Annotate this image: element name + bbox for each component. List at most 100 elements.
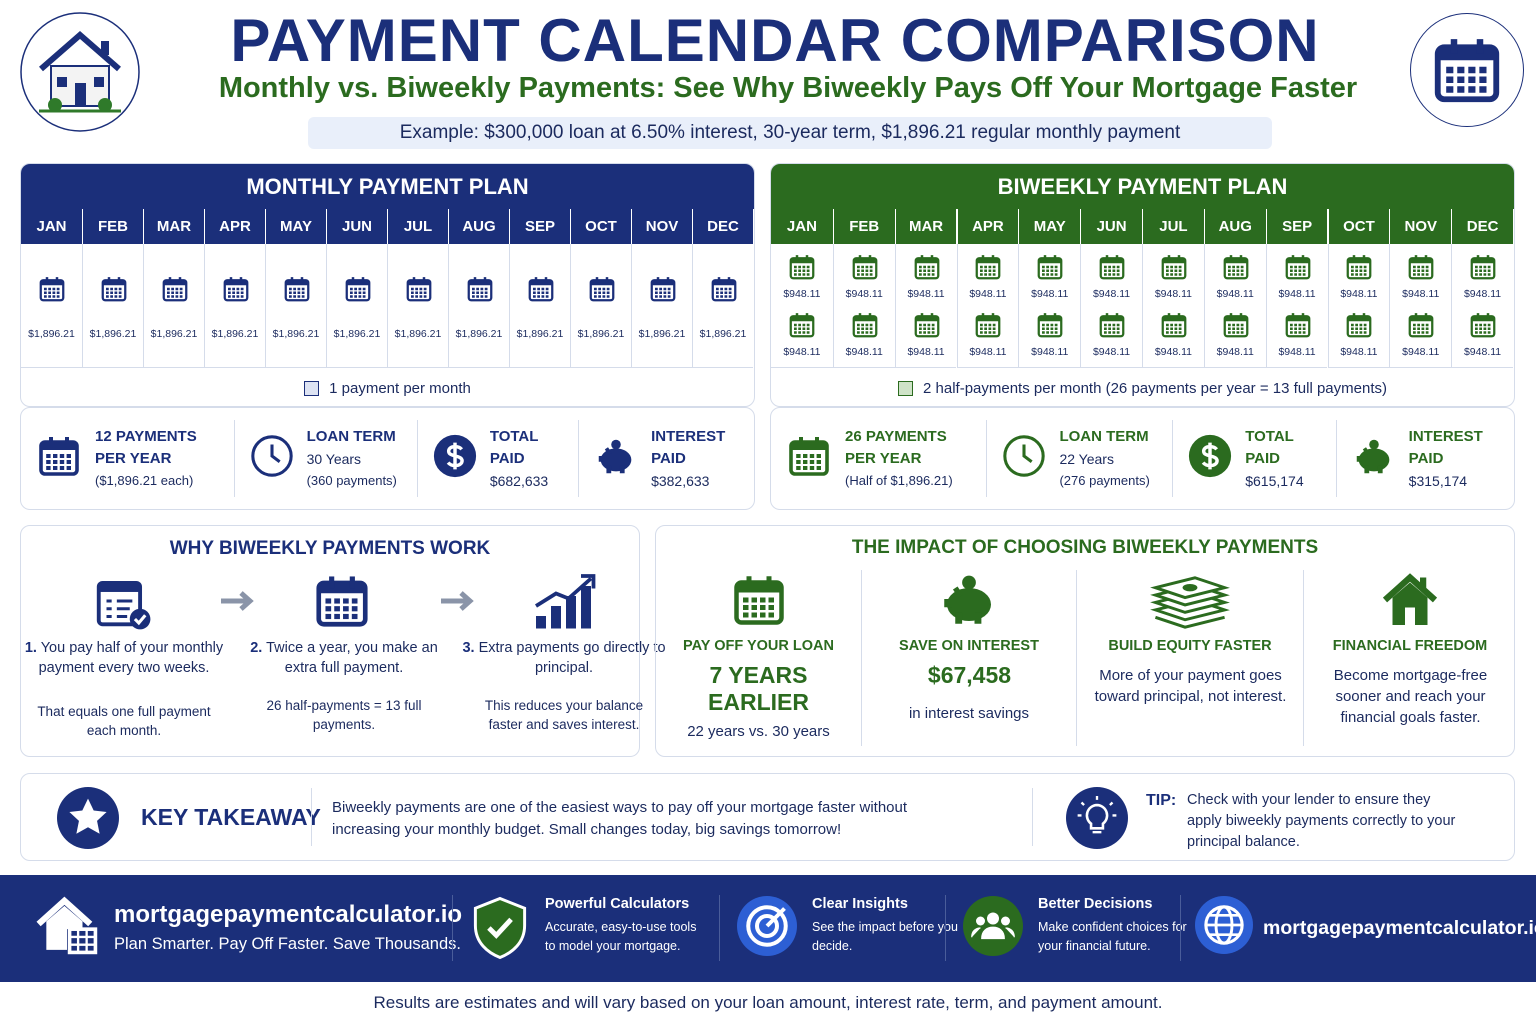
payment-amount: $948.11 [1402,288,1440,300]
payment-amount: $948.11 [1463,346,1502,358]
month-label: MAY [265,209,326,244]
payment-amount: $1,896.21 [211,328,259,340]
brand-icon [32,893,102,960]
calendar-icon [1468,252,1498,287]
step-text: 1. You pay half of your monthly payment … [21,638,227,678]
plan-title: MONTHLY PAYMENT PLAN [21,164,754,209]
month-label: JUN [1080,209,1142,244]
calendar-icon [973,252,1003,287]
month-cell: $948.11 $948.11 [956,244,1019,368]
calendar-icon [912,252,942,287]
calendar-icon [99,274,129,309]
month-cell: $948.11 $948.11 [1080,244,1142,368]
payment-amount: $948.11 [1340,346,1378,358]
month-label: DEC [1451,209,1513,244]
impact-text: Become mortgage-free sooner and reach yo… [1333,667,1488,726]
step-icon [91,570,153,637]
step-number: 2. [250,640,263,656]
payment-amount: $1,896.21 [150,328,198,340]
step-main: Twice a year, you make an extra full pay… [266,640,438,676]
feature-icon [737,896,797,961]
stat-detail: (360 payments) [306,472,397,488]
stat-icon [432,433,478,484]
legend: 2 half-payments per month (26 payments p… [771,368,1514,406]
month-label: APR [204,209,265,244]
calendar-icon [1221,310,1251,345]
subtitle: Monthly vs. Biweekly Payments: See Why B… [218,72,1358,104]
payment-amount: $1,896.21 [333,328,381,340]
feature-icon [470,896,530,965]
month-label: AUG [1203,209,1266,244]
month-cell: $1,896.21 [143,244,204,368]
stat-icon [249,433,295,484]
payment-amount: $948.11 [783,288,821,300]
page-title: PAYMENT CALENDAR COMPARISON [230,7,1320,74]
feature-text: Make confident choices for your financia… [1038,920,1187,953]
impact-heading: PAY OFF YOUR LOAN [683,638,834,654]
step-text: 3. Extra payments go directly to princip… [461,638,667,678]
month-cell: $948.11 $948.11 [1265,244,1328,368]
stat-text: LOAN TERM 30 Years (360 payments) [307,426,397,492]
month-cell: $1,896.21 [631,244,692,368]
step-note: This reduces your balance faster and sav… [484,698,644,732]
impact-text: 22 years vs. 30 years [687,723,830,740]
calendar-icon [850,310,880,345]
payment-amount: $948.11 [1463,288,1502,300]
payment-amount: $948.11 [1031,346,1069,358]
arrow [439,590,479,617]
stat: TOTAL PAID $682,633 [416,420,578,497]
stat-value: $682,633 [489,472,549,489]
payment-amount: $948.11 [1216,288,1254,300]
impact-item: FINANCIAL FREEDOM Become mortgage-free so… [1303,570,1516,746]
stat-title: LOAN TERM [306,427,396,445]
month-label: APR [956,209,1019,244]
stat-value: 30 Years [306,450,362,467]
month-cell: $1,896.21 [82,244,143,368]
legend-swatch [898,380,913,396]
arrow [219,590,259,617]
payment-amount: $1,896.21 [394,328,442,340]
biweekly-plan: BIWEEKLY PAYMENT PLAN JAN $948.11 $948.11 FE… [770,163,1515,407]
legend-swatch [304,380,320,396]
stat-icon [593,433,639,484]
calendar-icon [404,274,434,309]
monthly-plan: MONTHLY PAYMENT PLAN JAN $1,896.21 FEB $1,89… [20,163,755,407]
legend-text: 1 payment per month [329,379,471,397]
stat-title: INTEREST PAID [651,427,726,467]
impact-item: BUILD EQUITY FASTER More of your payment … [1076,570,1303,746]
month-cell: $1,896.21 [204,244,265,368]
month-label: NOV [1389,209,1452,244]
feature-text: Accurate, easy-to-use tools to model you… [545,920,697,953]
example-bar: Example: $300,000 loan at 6.50% interest… [308,117,1272,149]
calendar-icon [1159,252,1189,287]
payment-amount: $1,896.21 [638,328,686,340]
month-cell: $1,896.21 [692,244,753,368]
month-cell: $1,896.21 [326,244,387,368]
month-cell: $948.11 $948.11 [1327,244,1390,368]
footer: mortgagepaymentcalculator.io Plan Smarter… [0,875,1536,982]
why-box: WHY BIWEEKLY PAYMENTS WORK 1. You pay hal… [20,525,666,757]
stat-text: TOTAL PAID $615,174 [1245,426,1327,492]
stat-title: LOAN TERM [1059,427,1149,445]
month-cell: $1,896.21 [570,244,631,368]
payment-amount: $948.11 [1278,288,1316,300]
payment-amount: $948.11 [907,346,945,358]
calendar-icon [587,274,617,309]
calendar-icon [973,310,1003,345]
stat-title: INTEREST PAID [1408,427,1483,467]
divider [1180,895,1181,961]
step-main: Extra payments go directly to principal. [478,640,666,676]
calendar-icon [526,274,556,309]
feature-text: See the impact before you decide. [812,920,958,953]
takeaway-text: Biweekly payments are one of the easiest… [332,799,908,838]
payment-amount: $948.11 [783,346,821,358]
stat-value: $382,633 [651,472,710,489]
impact-text: in interest savings [908,705,1030,722]
calendar-icon [912,310,942,345]
stat: 12 PAYMENTS PER YEAR ($1,896.21 each) [21,420,234,497]
stat: INTEREST PAID $315,174 [1335,420,1514,497]
stat-title: TOTAL PAID [489,427,539,467]
stat-detail: (276 payments) [1059,472,1150,488]
calendar-icon [1097,310,1127,345]
stat-icon [1187,433,1233,484]
